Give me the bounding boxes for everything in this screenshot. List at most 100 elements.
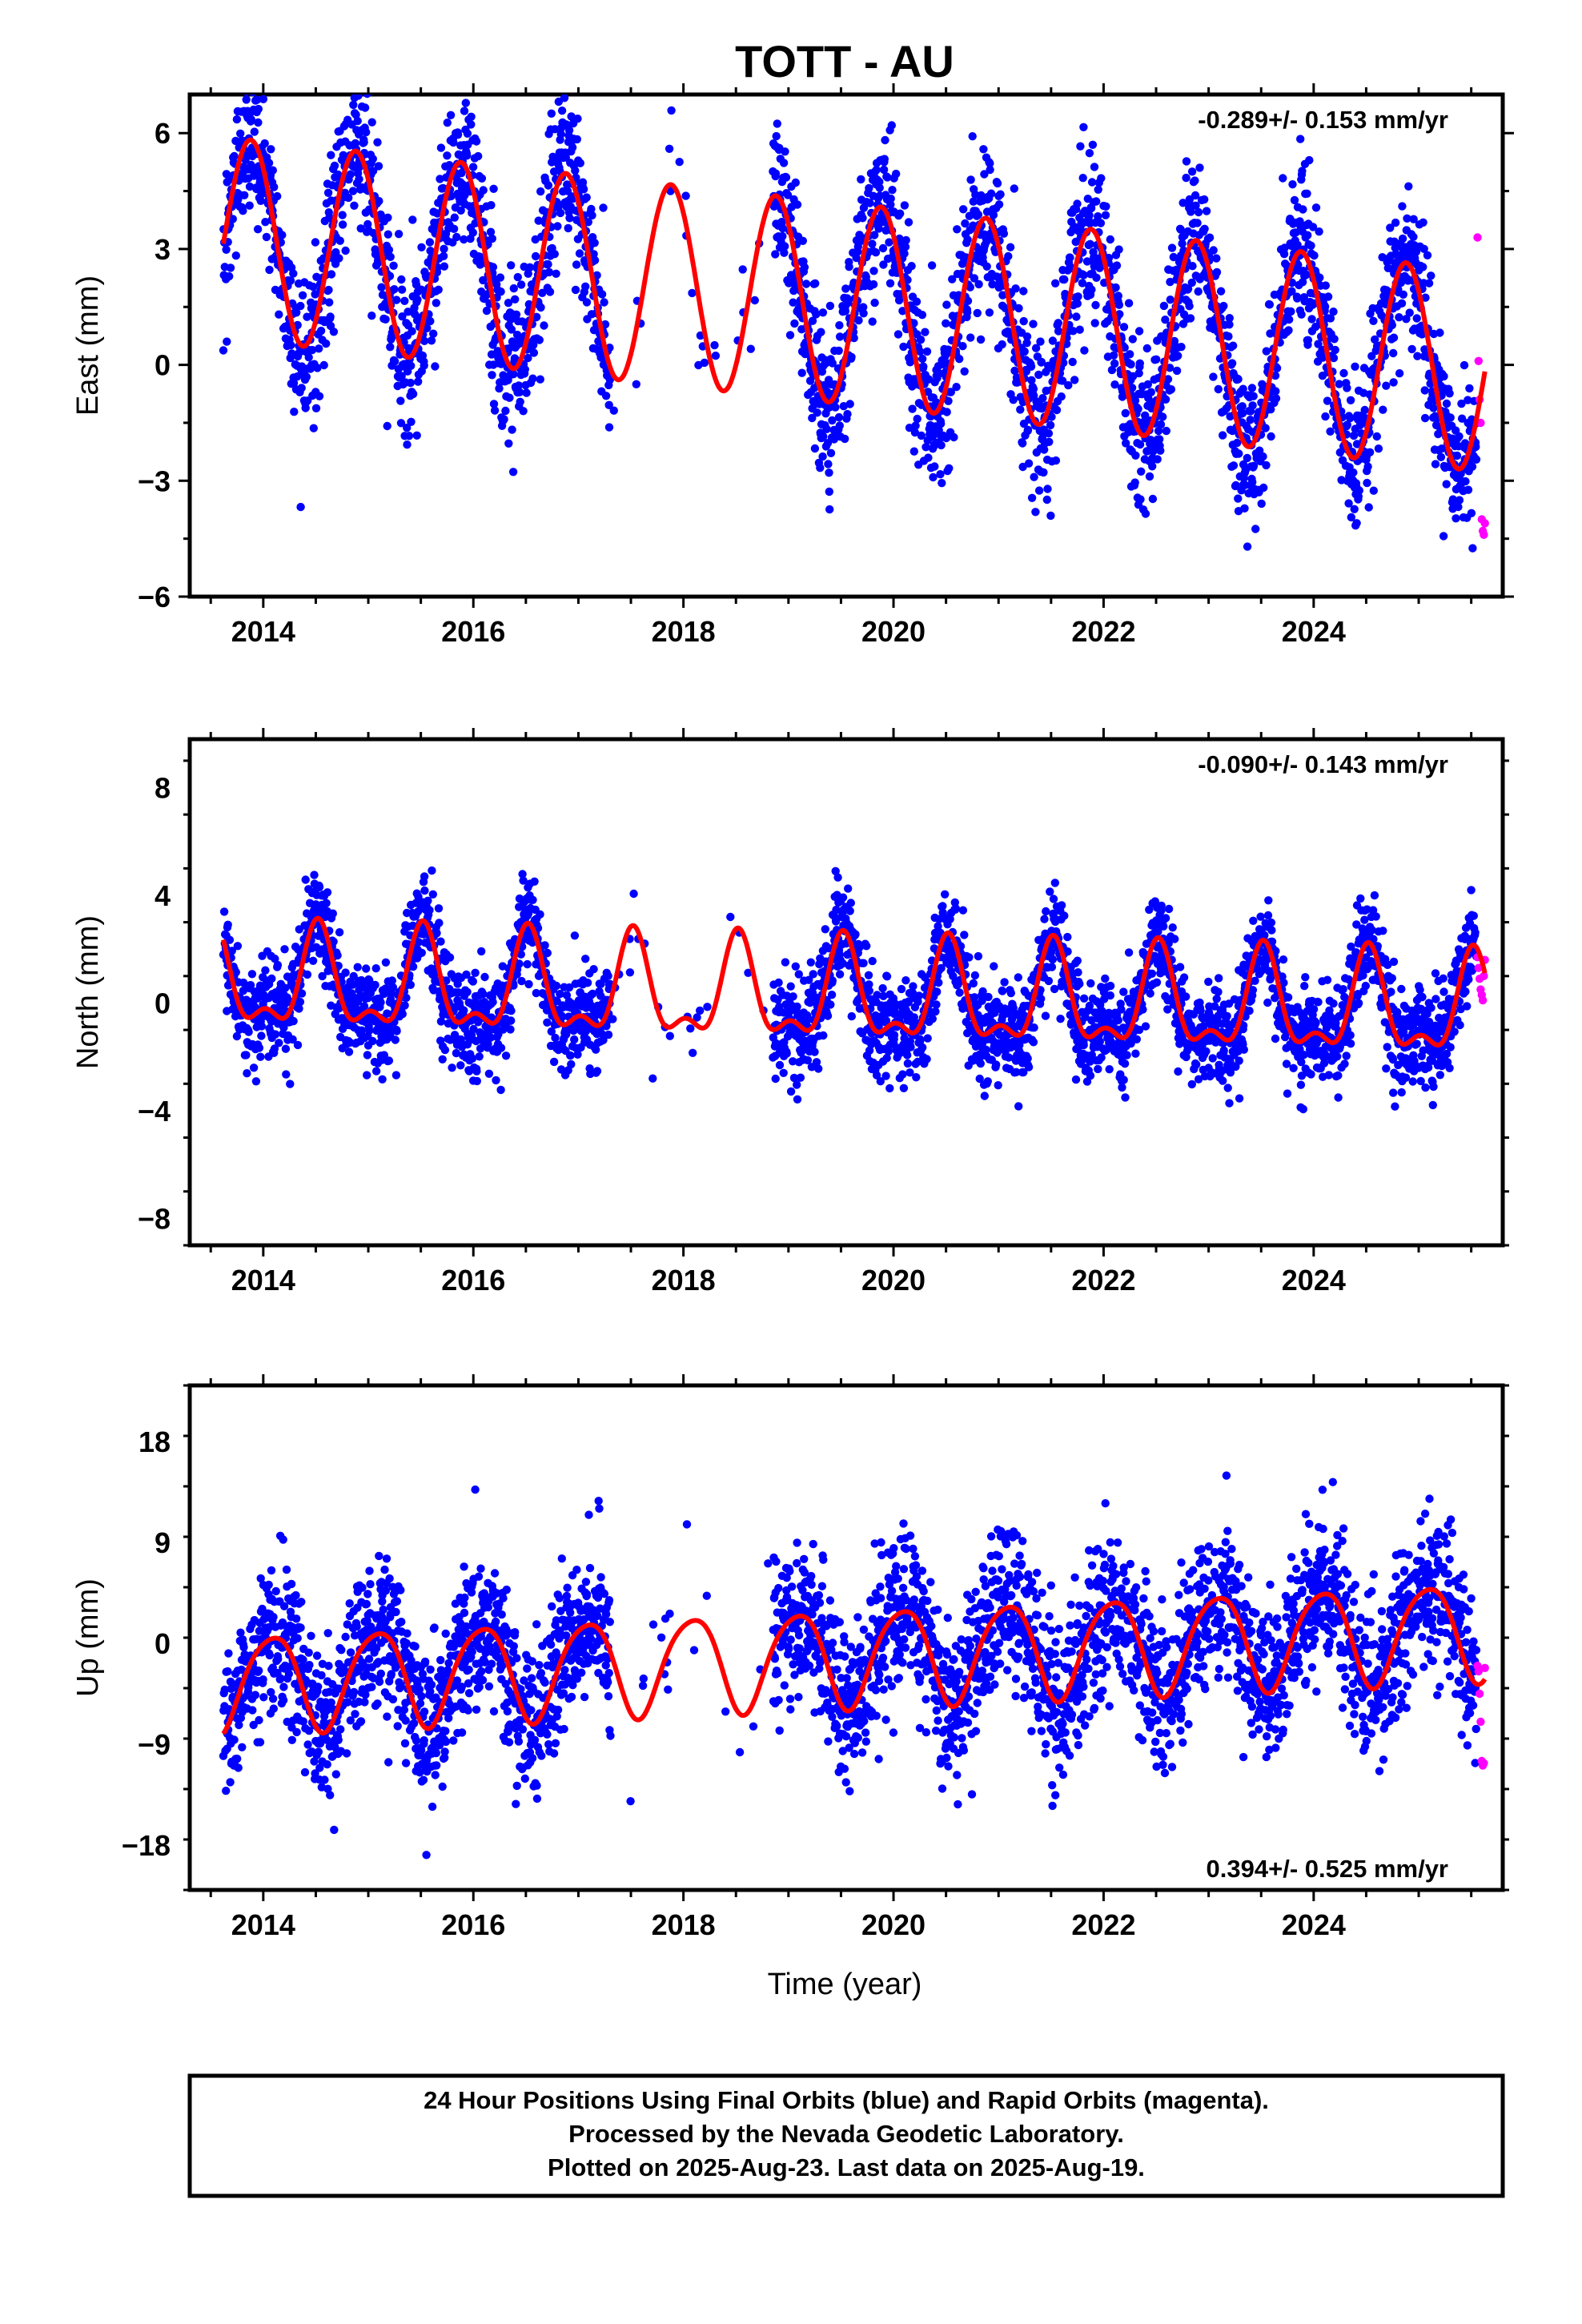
data-point: [449, 224, 459, 233]
data-point: [267, 974, 276, 983]
data-point: [552, 981, 561, 991]
data-point: [826, 448, 836, 457]
data-point: [575, 249, 584, 258]
data-point: [803, 1011, 812, 1020]
data-point: [819, 432, 828, 441]
data-point: [1022, 332, 1032, 341]
data-point: [568, 143, 577, 152]
data-point: [225, 271, 234, 281]
data-point: [1420, 413, 1430, 423]
data-point: [942, 408, 951, 416]
data-point: [865, 980, 873, 989]
data-point: [504, 439, 513, 448]
data-point: [484, 1039, 492, 1048]
data-point: [1412, 314, 1421, 323]
data-point: [966, 333, 975, 342]
data-point: [444, 80, 452, 88]
data-point: [329, 328, 339, 336]
data-point: [960, 367, 969, 376]
data-point: [536, 910, 544, 919]
data-point: [304, 353, 313, 362]
data-point: [1097, 174, 1106, 183]
data-point: [1271, 394, 1281, 403]
data-point: [1109, 351, 1118, 360]
data-point: [865, 183, 873, 193]
data-point: [566, 1051, 575, 1060]
data-point: [948, 275, 957, 283]
data-point: [450, 213, 459, 222]
data-point: [1369, 486, 1379, 495]
data-point: [1200, 224, 1209, 233]
data-point: [368, 167, 378, 175]
data-point: [608, 1015, 617, 1023]
data-point: [1427, 271, 1435, 280]
data-point: [1303, 336, 1313, 344]
data-point: [1239, 384, 1247, 393]
data-point: [986, 165, 994, 175]
data-point: [1187, 167, 1197, 176]
data-point: [1349, 468, 1358, 477]
data-point: [420, 872, 429, 881]
data-point: [1346, 396, 1355, 404]
data-point: [1026, 362, 1036, 371]
data-point: [689, 1048, 697, 1058]
data-point: [456, 78, 464, 86]
data-point: [922, 1055, 931, 1063]
data-point: [1131, 451, 1140, 460]
data-point: [307, 345, 317, 355]
data-point: [438, 1055, 447, 1064]
data-point: [315, 392, 324, 400]
data-point: [590, 239, 599, 247]
data-point: [1106, 235, 1115, 244]
data-point: [801, 279, 811, 288]
data-point: [1403, 214, 1411, 223]
data-point: [249, 1063, 259, 1072]
data-point: [814, 1064, 823, 1073]
data-point: [479, 275, 488, 285]
data-point: [1442, 399, 1452, 408]
data-point: [786, 1087, 796, 1096]
data-point: [477, 174, 487, 183]
data-point: [472, 1067, 481, 1076]
data-point: [825, 505, 834, 514]
data-point: [1130, 478, 1139, 487]
data-point: [901, 976, 910, 985]
data-point: [1034, 486, 1044, 495]
data-point: [968, 132, 977, 141]
data-point: [1114, 245, 1123, 254]
data-point: [876, 1077, 885, 1086]
data-point: [1085, 149, 1094, 158]
data-point: [501, 1051, 511, 1060]
data-point: [1279, 174, 1287, 183]
x-tick-label: 2024: [1282, 615, 1346, 648]
data-point: [710, 340, 719, 350]
data-point: [878, 983, 887, 993]
data-point: [845, 263, 853, 271]
data-point: [874, 224, 883, 233]
data-point: [675, 158, 684, 167]
data-point: [1052, 405, 1062, 415]
data-point: [901, 243, 910, 251]
y-tick-label: −6: [138, 581, 171, 613]
data-point: [1405, 308, 1414, 317]
data-point: [781, 958, 790, 967]
data-point: [363, 1071, 371, 1080]
data-point: [1225, 320, 1234, 329]
data-point: [1016, 405, 1025, 414]
data-point: [374, 162, 383, 171]
data-point: [330, 161, 339, 171]
data-point: [1461, 476, 1470, 486]
data-point: [523, 959, 532, 969]
data-point: [868, 239, 877, 248]
data-point: [426, 316, 435, 326]
data-point: [1436, 452, 1446, 461]
data-point: [841, 284, 850, 293]
data-point: [818, 308, 828, 317]
data-point: [383, 230, 392, 239]
data-point: [1247, 384, 1257, 392]
data-point: [381, 958, 391, 967]
data-point: [1058, 376, 1067, 385]
data-point: [835, 321, 844, 330]
data-point: [813, 408, 821, 417]
data-point: [862, 942, 871, 951]
